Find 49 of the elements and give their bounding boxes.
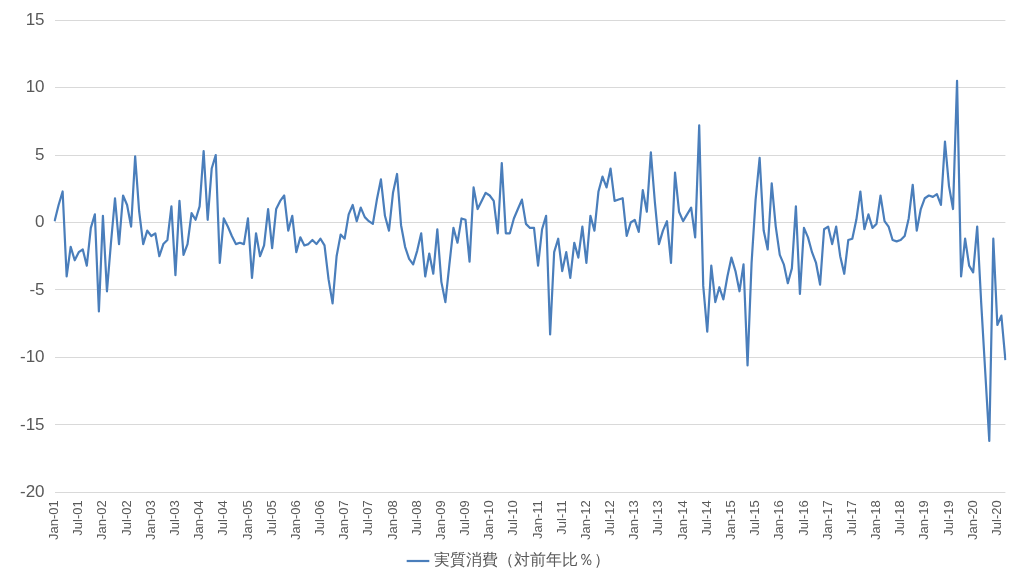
- x-tick-label: Jul-03: [167, 500, 183, 536]
- x-tick-label: Jul-19: [940, 500, 956, 536]
- x-tick-label: Jan-05: [239, 500, 255, 540]
- x-tick-label: Jul-08: [408, 500, 424, 536]
- y-tick-label: -15: [19, 414, 45, 434]
- x-tick-label: Jan-13: [626, 500, 642, 540]
- x-tick-label: Jul-20: [988, 500, 1004, 536]
- x-tick-label: Jul-10: [505, 500, 521, 536]
- x-tick-label: Jan-07: [336, 500, 352, 540]
- x-tick-label: Jan-19: [916, 500, 932, 540]
- y-tick-label: -20: [19, 481, 45, 501]
- x-tick-label: Jul-15: [747, 500, 763, 536]
- x-tick-label: Jan-18: [868, 500, 884, 540]
- x-tick-label: Jul-17: [843, 500, 859, 536]
- x-tick-label: Jul-04: [215, 500, 231, 536]
- x-tick-label: Jan-11: [529, 500, 545, 540]
- x-tick-label: Jul-12: [602, 500, 618, 536]
- x-tick-label: Jan-17: [819, 500, 835, 540]
- x-tick-label: Jan-20: [964, 500, 980, 540]
- y-tick-label: 15: [25, 9, 45, 29]
- x-tick-label: Jan-06: [287, 500, 303, 540]
- x-tick-label: Jul-07: [360, 500, 376, 536]
- x-tick-label: Jan-14: [674, 500, 690, 540]
- x-tick-label: Jul-09: [457, 500, 473, 536]
- x-tick-label: Jan-16: [771, 500, 787, 540]
- x-tick-label: Jul-05: [263, 500, 279, 536]
- x-tick-label: Jan-09: [432, 500, 448, 540]
- x-tick-label: Jan-15: [723, 500, 739, 540]
- x-tick-label: Jul-01: [70, 500, 86, 536]
- x-tick-label: Jul-06: [312, 500, 328, 536]
- x-tick-label: Jan-02: [94, 500, 110, 540]
- y-tick-label: 5: [35, 144, 45, 164]
- x-tick-label: Jan-01: [46, 500, 62, 540]
- x-tick-label: Jan-12: [577, 500, 593, 540]
- y-tick-label: 0: [35, 212, 45, 232]
- x-tick-label: Jan-04: [191, 500, 207, 540]
- x-tick-label: Jul-16: [795, 500, 811, 536]
- x-tick-label: Jul-13: [650, 500, 666, 536]
- x-tick-label: Jul-02: [118, 500, 134, 536]
- x-tick-label: Jul-18: [892, 500, 908, 536]
- y-tick-label: -5: [29, 279, 45, 299]
- x-tick-label: Jan-03: [142, 500, 158, 540]
- x-tick-label: Jul-14: [698, 500, 714, 536]
- y-tick-label: -10: [19, 347, 45, 367]
- x-tick-label: Jan-08: [384, 500, 400, 540]
- legend-label: 実質消費（対前年比％）: [434, 551, 610, 569]
- x-tick-label: Jan-10: [481, 500, 497, 540]
- y-tick-label: 10: [25, 77, 45, 97]
- x-tick-label: Jul-11: [553, 500, 569, 535]
